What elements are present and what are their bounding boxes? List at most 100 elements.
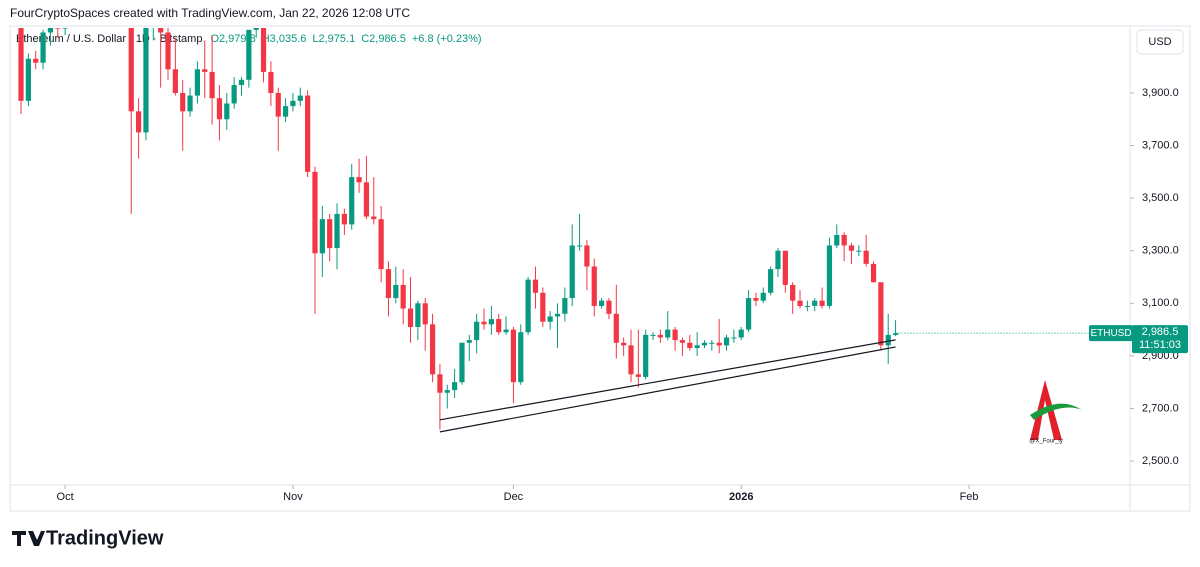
- candle-body: [378, 219, 384, 270]
- candle-body: [804, 305, 810, 307]
- candle-body: [466, 340, 472, 343]
- candle-body: [260, 28, 267, 72]
- x-tick-label: Nov: [283, 491, 303, 503]
- candle-body: [305, 95, 311, 172]
- candle-body: [643, 334, 649, 377]
- candle-body: [231, 85, 237, 104]
- candle-body: [363, 182, 370, 217]
- y-tick-label: 2,700.0: [1142, 402, 1179, 414]
- ohlc-label: L2,975.1: [312, 33, 355, 45]
- price-box: [1132, 325, 1188, 354]
- candle-body: [525, 279, 531, 333]
- ohlc-label: C2,986.5: [361, 33, 406, 45]
- candle-body: [474, 321, 480, 341]
- candle-body: [246, 29, 252, 80]
- candle-body: [547, 316, 553, 322]
- candle-body: [621, 342, 627, 346]
- candle-body: [202, 69, 208, 72]
- currency: USD: [1148, 36, 1171, 48]
- candle-body: [709, 342, 715, 344]
- y-tick-label: 3,900.0: [1142, 87, 1179, 99]
- logo-handle: @X_Four_ly: [1029, 439, 1062, 445]
- y-tick-label: 3,300.0: [1142, 245, 1179, 257]
- candle-body: [760, 292, 766, 301]
- chart-frame: [9, 25, 1191, 512]
- candle-body: [540, 292, 546, 322]
- candle-body: [841, 234, 847, 246]
- candle-body: [437, 374, 443, 393]
- candle-body: [716, 342, 722, 346]
- y-tick-label: 3,700.0: [1142, 139, 1179, 151]
- candle-body: [25, 58, 31, 101]
- price-label: 2,986.5: [1142, 326, 1179, 338]
- candle-body: [532, 279, 539, 293]
- candle-body: [143, 28, 149, 133]
- candle-body: [33, 58, 39, 63]
- candle-body: [452, 382, 458, 391]
- candle-body: [687, 342, 693, 349]
- candle-body: [334, 213, 340, 249]
- candle-body: [628, 345, 634, 375]
- candle-body: [554, 313, 561, 317]
- candle-body: [282, 106, 289, 117]
- ohlc-label: O2,979.8: [210, 33, 255, 45]
- candle-body: [327, 219, 333, 249]
- candle-body: [47, 28, 54, 33]
- candle-body: [768, 269, 774, 293]
- trendline: [439, 346, 896, 433]
- candle-body: [496, 319, 502, 333]
- candle-body: [312, 171, 318, 254]
- x-tick-label: Dec: [504, 491, 524, 503]
- candle-body: [878, 282, 884, 346]
- candle-body: [848, 245, 855, 251]
- candle-body: [18, 28, 24, 101]
- candle-body: [180, 92, 186, 112]
- candle-body: [599, 300, 605, 306]
- candle-body: [650, 334, 656, 336]
- candle-body: [518, 332, 524, 383]
- candle-body: [738, 329, 744, 338]
- candle-body: [216, 98, 223, 120]
- candle-body: [790, 284, 796, 301]
- candle-body: [187, 95, 193, 112]
- candle-body: [679, 340, 686, 343]
- currency-box[interactable]: [1136, 29, 1184, 55]
- countdown-label: 11:51:03: [1139, 339, 1181, 351]
- candle-body: [393, 284, 399, 299]
- candle-body: [275, 92, 281, 117]
- candle-body: [606, 300, 612, 314]
- candle-body: [136, 111, 142, 133]
- candle-body: [62, 28, 68, 29]
- candle-body: [341, 213, 347, 225]
- candle-body: [371, 216, 377, 220]
- candle-body: [834, 234, 840, 246]
- candle-body: [782, 250, 788, 285]
- candle-body: [55, 28, 61, 29]
- candle-body: [723, 337, 730, 346]
- candle-body: [194, 69, 201, 96]
- candle-body: [657, 334, 663, 338]
- candle-body: [209, 71, 215, 99]
- candle-body: [268, 71, 274, 93]
- candle-body: [870, 263, 877, 283]
- y-tick-label: 2,500.0: [1142, 455, 1179, 467]
- candle-body: [165, 32, 171, 70]
- symbol-label: ETHUSD: [1090, 328, 1131, 339]
- x-tick-label: Oct: [57, 491, 74, 503]
- ohlc-label: H3,035.6: [262, 33, 307, 45]
- candle-body: [819, 300, 825, 306]
- candle-body: [172, 69, 178, 93]
- candle-body: [731, 337, 737, 339]
- candle-body: [701, 342, 708, 346]
- brand: TradingView: [12, 527, 164, 549]
- candle-body: [429, 324, 436, 375]
- candle-body: [694, 345, 700, 349]
- candle-body: [856, 250, 862, 252]
- candle-body: [400, 284, 406, 309]
- x-tick-label: 2026: [729, 491, 753, 503]
- trendline: [439, 339, 896, 421]
- candle-body: [591, 266, 597, 306]
- candle-body: [584, 245, 590, 267]
- candle-body: [775, 250, 781, 270]
